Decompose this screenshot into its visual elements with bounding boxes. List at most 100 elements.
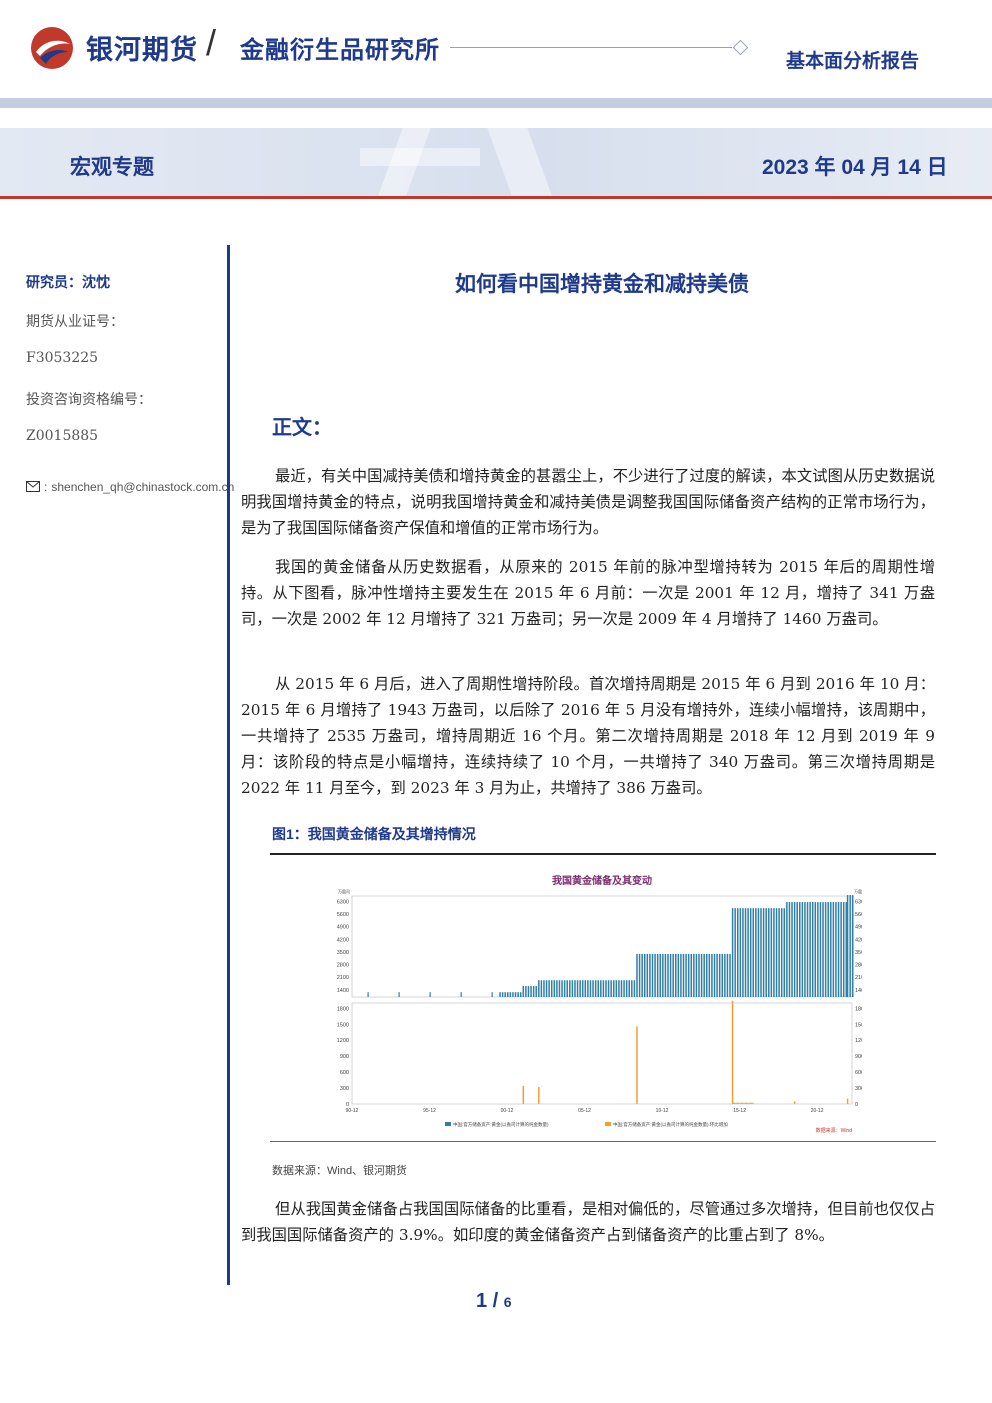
bottom-spike <box>752 1102 754 1104</box>
top-bar <box>793 902 796 997</box>
top-bar <box>612 980 615 997</box>
bottom-spike <box>751 1102 753 1104</box>
topic-band <box>0 128 992 196</box>
top-bar <box>607 980 610 997</box>
top-bar <box>535 986 537 997</box>
top-bar <box>522 986 525 997</box>
top-bar <box>587 980 589 997</box>
top-bar <box>631 980 633 997</box>
top-bar <box>737 908 739 997</box>
bottom-ytick-left: 0 <box>346 1102 349 1108</box>
xtick-label: 10-12 <box>656 1108 669 1114</box>
top-bar <box>752 908 755 997</box>
data-source: 数据来源：Wind、银河期货 <box>272 1165 408 1177</box>
top-bar <box>656 953 659 997</box>
top-bar <box>460 992 462 997</box>
header-red-rule <box>0 196 992 199</box>
bottom-spike <box>746 1102 748 1104</box>
top-ytick-right: 5600 <box>855 912 862 918</box>
top-bar <box>760 908 762 997</box>
top-bar <box>716 953 718 997</box>
top-bar <box>636 953 638 997</box>
top-bar <box>711 953 713 997</box>
top-bar <box>765 908 767 997</box>
top-bar <box>618 980 620 997</box>
bottom-ytick-left: 1200 <box>337 1038 349 1044</box>
top-bar <box>563 980 566 997</box>
xtick-label: 95-12 <box>423 1108 436 1114</box>
top-bar <box>822 902 824 997</box>
top-ytick-right: 1400 <box>855 988 862 994</box>
top-bar <box>806 902 809 997</box>
xtick-label: 90-12 <box>346 1108 359 1114</box>
header-rule <box>450 47 732 48</box>
top-ytick-right: 6300 <box>855 899 862 905</box>
bottom-ytick-left: 1500 <box>337 1022 349 1028</box>
top-bar <box>724 953 726 997</box>
bottom-ytick-right: 1200 <box>855 1038 862 1044</box>
top-bar <box>615 980 618 997</box>
top-bar <box>708 953 711 997</box>
license-label: 期货从业证号： <box>26 314 124 330</box>
bottom-ytick-right: 300 <box>855 1086 862 1092</box>
paragraph-1: 最近，有关中国减持美债和增持黄金的甚嚣尘上，不少进行了过度的解读，本文试图从历史… <box>241 467 935 537</box>
diamond-ornament <box>732 39 749 56</box>
bottom-spike <box>735 1102 737 1104</box>
topic-label: 宏观专题 <box>70 156 154 179</box>
top-bar <box>809 902 811 997</box>
top-bar <box>749 908 752 997</box>
bottom-spike <box>538 1086 540 1104</box>
bottom-spike <box>742 1102 744 1104</box>
page-number: 1 / 6 <box>476 1290 512 1312</box>
top-ytick-left: 4200 <box>337 937 349 943</box>
consult-number: Z0015885 <box>26 428 99 444</box>
top-bar <box>641 953 643 997</box>
top-bar <box>827 902 829 997</box>
paragraph-3: 从 2015 年 6 月后，进入了周期性增持阶段。首次增持周期是 2015 年 … <box>241 675 935 797</box>
xtick-label: 05-12 <box>578 1108 591 1114</box>
top-bar <box>845 902 848 997</box>
top-bar <box>687 953 690 997</box>
figure-caption: 图1：我国黄金储备及其增持情况 <box>272 826 476 842</box>
email-link[interactable]: shenchen_qh@chinastock.com.cn <box>51 479 235 494</box>
top-bar <box>597 980 599 997</box>
top-bar <box>731 908 734 997</box>
paragraph-2: 我国的黄金储备从历史数据看，从原来的 2015 年前的脉冲型增持转为 2015 … <box>241 558 935 628</box>
top-bar <box>786 902 788 997</box>
figure-top-rule <box>270 853 936 855</box>
top-ytick-right: 2800 <box>855 963 862 969</box>
sidebar-divider <box>227 245 230 1285</box>
top-bar <box>742 908 744 997</box>
top-bar <box>623 980 625 997</box>
bottom-ytick-right: 900 <box>855 1054 862 1060</box>
top-ytick-left: 2100 <box>337 975 349 981</box>
top-bar <box>726 953 729 997</box>
top-bar <box>594 980 597 997</box>
top-bar <box>504 992 506 997</box>
top-bar <box>835 902 837 997</box>
top-bar <box>814 902 817 997</box>
top-bar <box>651 953 654 997</box>
top-bar <box>817 902 819 997</box>
paragraph-4: 但从我国黄金储备占我国国际储备的比重看，是相对偏低的，尽管通过多次增持，但目前也… <box>241 1200 935 1244</box>
top-bar <box>824 902 827 997</box>
top-bar <box>832 902 835 997</box>
top-bar <box>581 980 584 997</box>
researcher-name: 研究员：沈忱 <box>26 274 110 290</box>
top-bar <box>775 908 778 997</box>
top-bar <box>538 980 540 997</box>
bottom-spike <box>748 1102 750 1104</box>
top-bar <box>610 980 612 997</box>
top-bar <box>649 953 651 997</box>
article-title: 如何看中国增持黄金和减持美债 <box>455 273 749 296</box>
top-bar <box>667 953 669 997</box>
top-bar <box>796 902 798 997</box>
bottom-spike <box>522 1085 525 1104</box>
top-bar <box>664 953 667 997</box>
top-bar <box>602 980 605 997</box>
top-bar <box>698 953 700 997</box>
report-type: 基本面分析报告 <box>786 51 920 72</box>
institute-name: 金融衍生品研究所 <box>240 37 440 64</box>
legend-swatch <box>605 1122 611 1126</box>
top-bar <box>646 953 649 997</box>
